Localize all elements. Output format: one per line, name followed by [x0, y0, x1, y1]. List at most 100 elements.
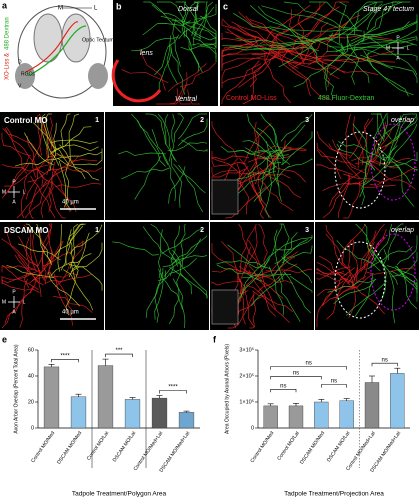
axon-fiber: [157, 229, 163, 279]
axon-fiber: [390, 270, 418, 293]
axon-fiber: [289, 9, 310, 59]
axon-fiber: [281, 256, 313, 284]
axon-fiber: [245, 15, 293, 56]
bar: [97, 365, 114, 429]
axon-fiber: [221, 53, 286, 69]
axon-fiber: [225, 186, 267, 219]
axon-fiber: [395, 163, 414, 207]
axon-fiber: [249, 121, 260, 171]
axon-fiber: [279, 223, 290, 263]
axon-fiber: [391, 251, 418, 277]
axon-fiber: [259, 179, 294, 212]
axon-fiber: [271, 1, 326, 42]
axon-fiber: [282, 245, 313, 264]
axon-fiber: [6, 265, 55, 278]
axon-fiber: [280, 114, 313, 142]
axon-fiber: [238, 11, 305, 46]
axon-fiber: [182, 1, 206, 27]
axon-fiber: [367, 246, 413, 270]
axon-fiber: [345, 113, 351, 159]
significance-label: ns: [331, 379, 337, 385]
axon-fiber: [354, 272, 374, 317]
x-tick-label: Control MO/Lat: [86, 430, 111, 462]
bar: [314, 401, 329, 429]
axon-fiber: [157, 1, 186, 22]
bar: [151, 397, 168, 429]
axon-fiber: [337, 174, 350, 219]
axon-fiber: [309, 1, 358, 31]
axon-fiber: [48, 271, 75, 314]
axon-fiber: [4, 285, 34, 324]
axon-fiber: [166, 35, 179, 85]
compass-label: A: [396, 55, 400, 61]
compass-label: L: [23, 189, 26, 195]
axon-fiber: [278, 276, 301, 322]
axon-fiber: [328, 38, 417, 48]
axon-fiber: [112, 241, 159, 256]
axon-fiber: [168, 113, 176, 162]
tile-label: 3: [305, 117, 309, 124]
significance-bracket: [321, 384, 347, 388]
axon-fiber: [1, 269, 41, 285]
micrograph: [0, 112, 104, 220]
axon-fiber: [352, 123, 376, 171]
axon-fiber: [172, 249, 192, 295]
panel-label: e: [2, 334, 7, 344]
axon-fiber: [286, 59, 332, 101]
significance-label: ***: [115, 348, 123, 354]
label: Dorsal: [178, 6, 199, 13]
axon-fiber: [181, 26, 200, 73]
axon-fiber: [369, 166, 418, 186]
axon-fiber: [243, 226, 258, 274]
axon-fiber: [307, 20, 350, 66]
axon-fiber: [292, 59, 383, 65]
axon-fiber: [328, 1, 378, 42]
axon-fiber: [143, 1, 182, 34]
axon-fiber: [211, 281, 241, 286]
micrograph: [315, 112, 419, 220]
axon-fiber: [335, 21, 410, 53]
axon-fiber: [366, 267, 415, 275]
axon-fiber: [242, 122, 272, 165]
axon-fiber: [43, 240, 85, 267]
axon-fiber: [394, 113, 418, 142]
significance-label: ****: [168, 385, 178, 391]
axon-fiber: [274, 239, 308, 265]
axon-fiber: [293, 51, 348, 88]
stain-label: 488 Dextran: [5, 17, 11, 50]
axon-fiber: [229, 46, 320, 52]
axon-fiber: [342, 1, 384, 30]
axon-fiber: [237, 258, 270, 303]
axon-fiber: [236, 25, 292, 65]
axon-fiber: [227, 294, 255, 329]
axon-fiber: [56, 151, 103, 159]
axon-fiber: [42, 156, 79, 188]
axon-fiber: [157, 257, 197, 282]
axon-fiber: [242, 60, 260, 105]
eye-right: [88, 63, 108, 89]
axon-fiber: [257, 127, 291, 165]
axon-fiber: [60, 113, 71, 148]
bar: [178, 412, 195, 429]
axon-fiber: [305, 38, 330, 88]
axon-fiber: [134, 156, 161, 200]
axon-fiber: [322, 267, 355, 307]
axon-fiber: [60, 225, 84, 271]
polygon-lat: [370, 233, 416, 311]
x-tick-label: DSCAM MO/Lat: [112, 430, 138, 463]
axon-fiber: [346, 34, 360, 85]
axon-fiber: [251, 272, 286, 307]
axon-fiber: [145, 270, 167, 318]
axon-fiber: [49, 126, 92, 155]
rgc-axon-red: [25, 21, 79, 73]
axon-fiber: [249, 292, 257, 329]
axon-fiber: [170, 47, 186, 95]
axon-fiber: [1, 272, 34, 281]
compass-label: M: [2, 189, 6, 195]
axon-fiber: [57, 157, 100, 181]
axon-fiber: [247, 113, 279, 156]
axon-fiber: [216, 260, 264, 269]
rgc-axon-green: [27, 25, 87, 77]
axon-fiber: [233, 288, 243, 329]
